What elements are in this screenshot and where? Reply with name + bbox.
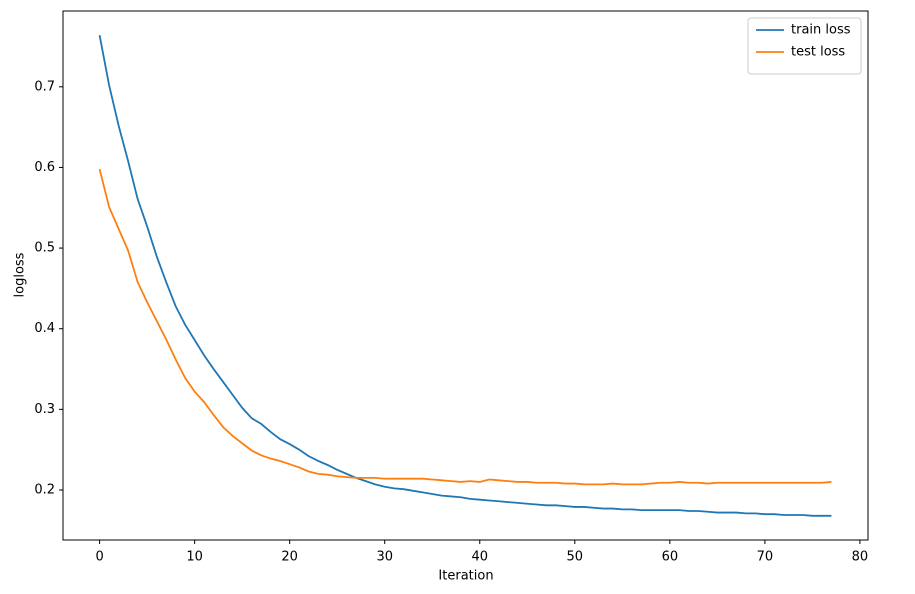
legend-box	[747, 17, 862, 75]
y-tick-label: 0.4	[34, 321, 55, 336]
plot-frame	[62, 10, 869, 541]
x-tick-label: 70	[757, 550, 774, 565]
x-tick-label: 30	[376, 550, 393, 565]
y-tick-label: 0.7	[34, 79, 55, 94]
x-tick-label: 40	[471, 550, 488, 565]
x-axis-label: Iteration	[438, 569, 493, 584]
x-tick-label: 60	[662, 550, 679, 565]
y-axis-label: logloss	[13, 252, 28, 297]
legend-label: train loss	[791, 23, 851, 38]
y-tick-label: 0.5	[34, 241, 55, 256]
y-tick-label: 0.6	[34, 160, 55, 175]
y-tick-label: 0.3	[34, 402, 55, 417]
legend-label: test loss	[791, 45, 845, 60]
x-tick-label: 0	[95, 550, 103, 565]
series-line	[98, 168, 832, 486]
y-tick-label: 0.2	[34, 483, 55, 498]
x-tick-label: 20	[281, 550, 298, 565]
x-tick-label: 80	[852, 550, 869, 565]
series-line	[98, 35, 832, 517]
x-tick-label: 10	[186, 550, 203, 565]
x-tick-label: 50	[567, 550, 584, 565]
